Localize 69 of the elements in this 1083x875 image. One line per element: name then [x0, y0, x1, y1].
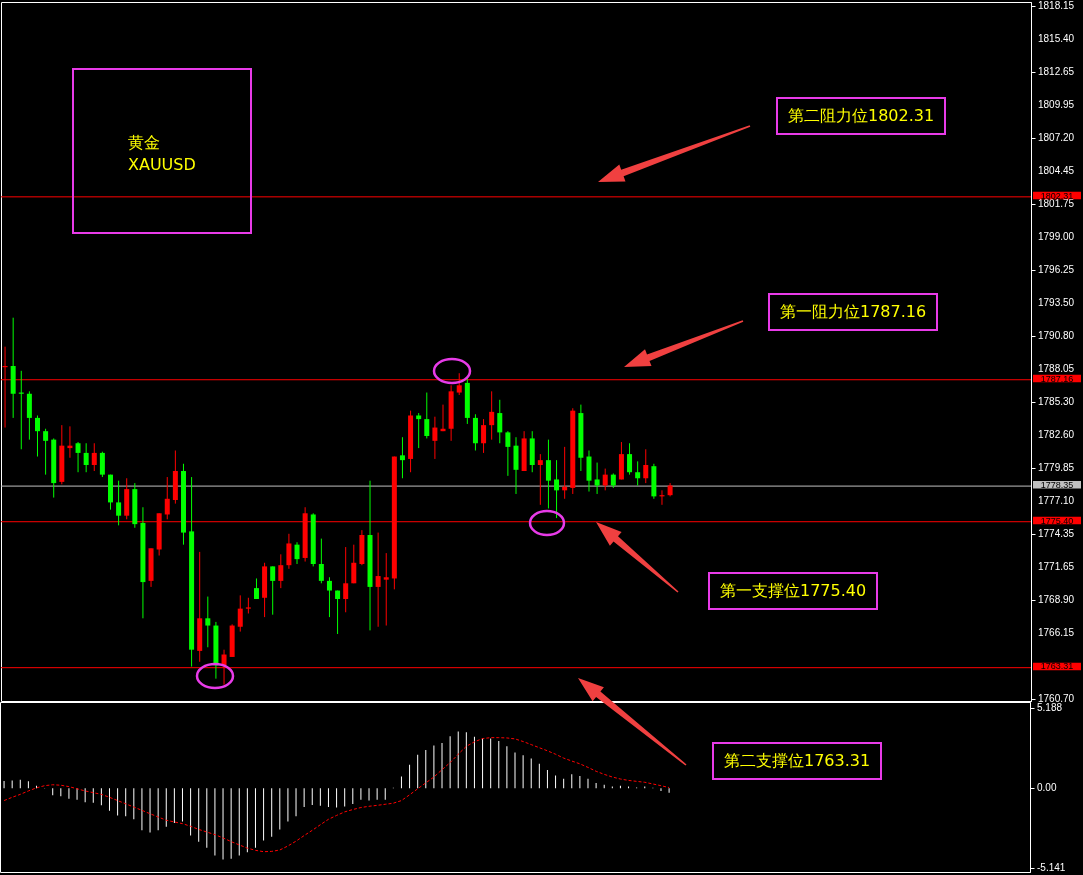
candlestick: [318, 538, 324, 584]
candlestick: [416, 412, 422, 449]
candlestick: [83, 442, 89, 473]
candlestick: [116, 480, 122, 526]
annotation: 第二支撑位1763.31: [712, 742, 883, 780]
candlestick: [75, 441, 81, 473]
candlestick: [326, 576, 332, 618]
candlestick: [286, 533, 292, 570]
annotation: 第二阻力位1802.31: [776, 97, 947, 135]
candlestick: [602, 468, 608, 491]
y-tick-label: 0.00: [1037, 782, 1057, 794]
candlestick: [270, 565, 276, 616]
annotation: 第一支撑位1775.40: [708, 572, 879, 610]
y-tick-label: 1766.15: [1038, 627, 1075, 639]
candlestick: [643, 448, 649, 484]
candlestick: [35, 414, 40, 458]
candlestick: [545, 439, 551, 509]
candlestick: [399, 436, 405, 479]
candlestick: [481, 418, 487, 454]
candlestick: [99, 451, 105, 478]
y-tick-label: 1793.50: [1038, 297, 1075, 309]
y-tick-label: 1779.85: [1038, 462, 1075, 473]
candlestick: [383, 552, 389, 627]
candlestick: [164, 476, 170, 520]
y-tick-label: -5.141: [1037, 861, 1066, 873]
y-tick-label: 1807.20: [1038, 131, 1075, 143]
y-tick-label: 1782.60: [1038, 428, 1075, 440]
y-tick-label: 1788.05: [1038, 363, 1075, 375]
y-tick-label: 1815.40: [1038, 32, 1075, 44]
ref-line-label: 1763.31: [1040, 661, 1074, 672]
y-tick-label: 1785.30: [1038, 396, 1075, 408]
candlestick: [537, 453, 543, 506]
candlestick: [432, 416, 438, 460]
y-tick-label: 1809.95: [1038, 98, 1075, 110]
candlestick: [43, 428, 49, 476]
candlestick: [594, 462, 600, 495]
candlestick: [91, 442, 97, 472]
candlestick: [489, 390, 495, 441]
y-tick-label: 1799.00: [1038, 230, 1075, 242]
candlestick: [497, 399, 503, 444]
y-tick-label: 1790.80: [1038, 329, 1075, 341]
candlestick: [253, 577, 259, 600]
y-tick-label: 1771.65: [1038, 560, 1075, 572]
candlestick: [278, 553, 284, 589]
y-tick-label: 1818.15: [1038, 0, 1075, 11]
line-series: [3, 737, 670, 853]
candlestick: [343, 546, 349, 613]
y-tick-label: 1796.25: [1038, 264, 1075, 276]
candlestick: [205, 596, 211, 648]
candlestick: [294, 541, 300, 565]
ref-line-label: 1775.40: [1040, 515, 1074, 526]
y-tick-label: 1804.45: [1038, 165, 1075, 177]
ref-line-label: 1787.16: [1040, 373, 1074, 384]
candlestick: [375, 532, 381, 628]
y-tick-label: 1777.10: [1038, 495, 1075, 507]
y-tick-label: 1768.90: [1038, 594, 1075, 606]
candlestick: [335, 590, 341, 635]
candlestick: [554, 459, 560, 519]
candlestick: [505, 430, 511, 477]
candlestick: [635, 460, 641, 487]
y-tick-label: 1774.35: [1038, 528, 1075, 540]
candlestick: [351, 544, 357, 584]
candlestick: [237, 594, 243, 633]
y-tick-label: 1812.65: [1038, 66, 1075, 78]
ref-line-label: 1778.35: [1040, 479, 1074, 490]
candlestick: [424, 392, 430, 439]
annotation: 第一阻力位1787.16: [768, 293, 939, 331]
annotation: 黄金 XAUUSD: [72, 68, 252, 234]
candlestick: [627, 442, 633, 476]
